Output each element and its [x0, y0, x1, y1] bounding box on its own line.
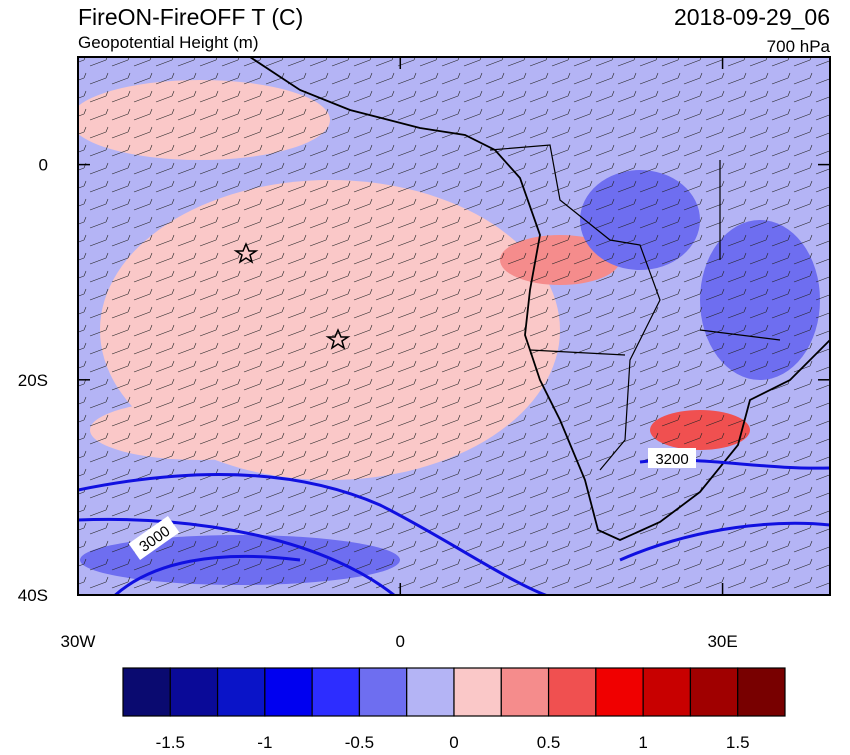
colorbar-box	[406, 667, 455, 717]
colorbar-label: -1.5	[156, 733, 185, 750]
colorbar-box	[311, 667, 361, 717]
y-tick-label: 20S	[18, 371, 48, 390]
subtitle: Geopotential Height (m)	[78, 33, 258, 52]
wind-barbs	[78, 57, 830, 595]
x-tick-label: 30E	[707, 632, 737, 651]
colorbar-box	[500, 667, 550, 717]
star-marker	[233, 242, 259, 264]
colorbar-box	[169, 667, 219, 717]
colorbar-box	[642, 667, 692, 717]
colorbar-label: -1	[257, 733, 272, 750]
colorbar-label: 1.5	[726, 733, 750, 750]
colorbar-label: -0.5	[345, 733, 374, 750]
colorbar-box	[264, 667, 313, 717]
y-tick-label: 40S	[18, 586, 48, 605]
colorbar-label: 0.5	[537, 733, 561, 750]
contour-label-box	[648, 448, 696, 468]
colorbar-label: 1	[638, 733, 647, 750]
star-marker	[325, 328, 351, 350]
colorbar-box	[453, 667, 502, 717]
colorbar-box	[595, 667, 644, 717]
title: FireON-FireOFF T (C)	[78, 4, 303, 30]
map-frame	[77, 56, 831, 596]
colorbar-box	[358, 667, 408, 717]
colorbar-box	[216, 667, 266, 717]
contour-line	[619, 521, 830, 562]
colorbar-box	[547, 667, 597, 717]
colorbar-box	[689, 667, 739, 717]
coastline	[249, 57, 830, 541]
map-field	[78, 57, 830, 595]
contour-line	[78, 517, 397, 595]
x-tick-label: 30W	[61, 632, 96, 651]
contour-line	[113, 554, 301, 595]
colorbar-label: 0	[449, 733, 458, 750]
valid-time: 2018-09-29_06	[674, 4, 830, 30]
contour-label-box	[128, 516, 180, 560]
colorbar-box	[737, 667, 786, 717]
level: 700 hPa	[767, 37, 831, 56]
contour-label: 3200	[655, 451, 688, 468]
contour-line	[78, 472, 550, 595]
colorbar-box	[122, 667, 171, 717]
x-tick-label: 0	[396, 632, 405, 651]
borders	[489, 144, 781, 471]
y-tick-label: 0	[39, 156, 48, 175]
